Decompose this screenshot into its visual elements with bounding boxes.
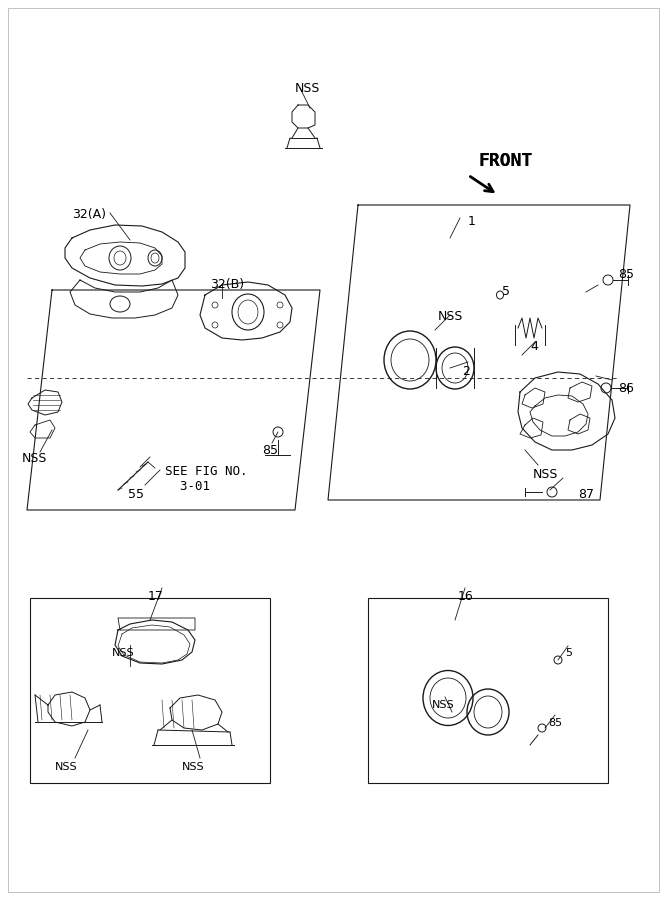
Text: 85: 85 — [548, 718, 562, 728]
Text: NSS: NSS — [295, 82, 320, 95]
Text: 2: 2 — [462, 365, 470, 378]
Bar — [368, 598, 608, 783]
Text: 55: 55 — [128, 488, 144, 501]
Text: 85: 85 — [618, 268, 634, 281]
Text: 5: 5 — [502, 285, 510, 298]
Text: NSS: NSS — [533, 468, 558, 481]
Text: SEE FIG NO.
  3-01: SEE FIG NO. 3-01 — [165, 465, 247, 493]
Text: 32(A): 32(A) — [72, 208, 106, 221]
Bar — [30, 598, 270, 783]
Text: 32(B): 32(B) — [210, 278, 244, 291]
Text: NSS: NSS — [438, 310, 464, 323]
Text: 17: 17 — [148, 590, 164, 603]
Text: FRONT: FRONT — [478, 152, 532, 170]
Text: NSS: NSS — [182, 762, 205, 772]
Text: NSS: NSS — [55, 762, 77, 772]
Text: NSS: NSS — [432, 700, 455, 710]
Text: 87: 87 — [578, 488, 594, 501]
Text: FRONT: FRONT — [478, 152, 532, 170]
Text: 1: 1 — [468, 215, 476, 228]
Text: NSS: NSS — [112, 648, 135, 658]
Text: 16: 16 — [458, 590, 474, 603]
Text: 4: 4 — [530, 340, 538, 353]
Text: 5: 5 — [565, 648, 572, 658]
Text: 86: 86 — [618, 382, 634, 395]
Text: NSS: NSS — [22, 452, 47, 465]
Text: 85: 85 — [262, 444, 278, 457]
